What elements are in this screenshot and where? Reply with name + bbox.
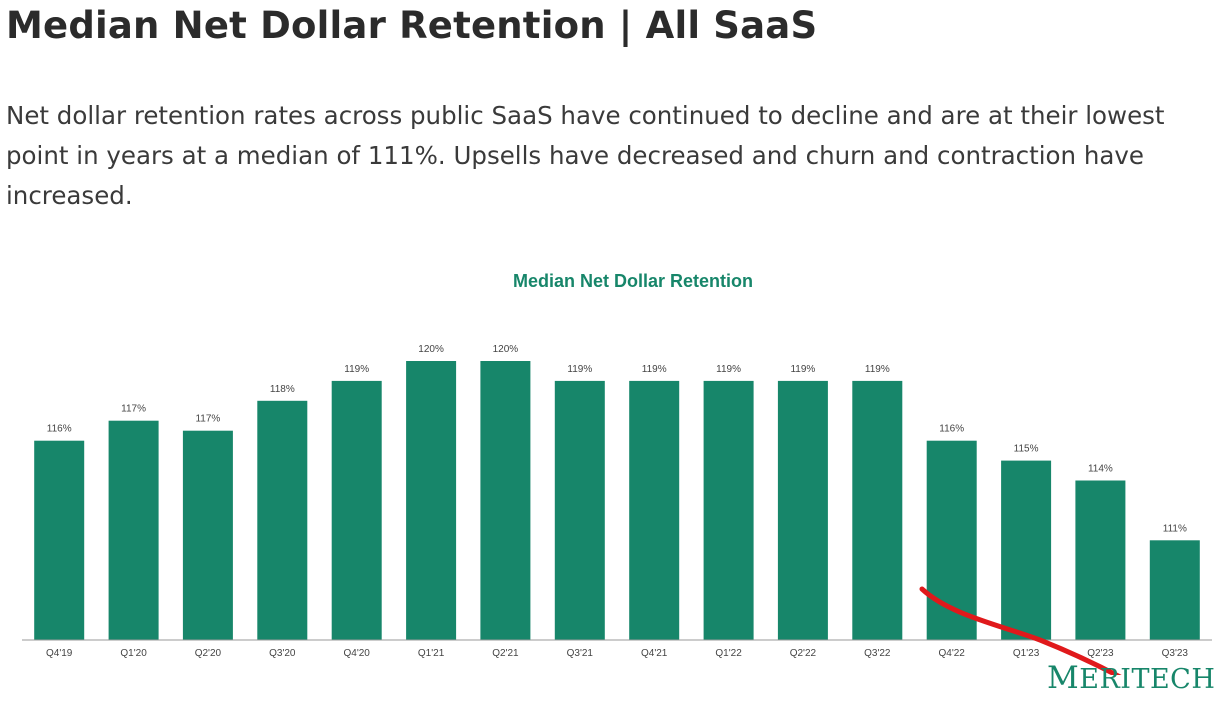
bar-Q4-20 [331, 380, 382, 640]
chart-title: Median Net Dollar Retention [513, 271, 753, 291]
bar-Q4-21 [629, 380, 680, 640]
data-label: 117% [195, 414, 220, 425]
x-tick-label: Q4'20 [344, 648, 371, 659]
data-label: 120% [493, 344, 519, 355]
x-tick-label: Q3'23 [1162, 648, 1189, 659]
data-label: 114% [1088, 464, 1113, 475]
x-tick-label: Q1'22 [715, 648, 742, 659]
data-label: 119% [642, 364, 667, 375]
bar-Q1-23 [1001, 460, 1052, 640]
bar-Q3-21 [554, 380, 605, 640]
data-label: 119% [567, 364, 592, 375]
bar-Q3-22 [852, 380, 903, 640]
meritech-logo: MERITECH [1047, 660, 1216, 696]
data-label: 111% [1163, 523, 1187, 534]
data-label: 119% [716, 364, 741, 375]
x-tick-label: Q4'22 [939, 648, 966, 659]
bar-Q3-20 [257, 400, 308, 640]
bar-Q2-23 [1075, 480, 1126, 640]
x-tick-label: Q2'21 [492, 648, 519, 659]
decline-arrow-annotation [919, 586, 1122, 675]
x-tick-label: Q1'23 [1013, 648, 1040, 659]
data-label: 116% [47, 424, 72, 435]
x-tick-label: Q2'22 [790, 648, 817, 659]
x-tick-label: Q3'21 [567, 648, 594, 659]
bar-Q2-20 [182, 430, 233, 640]
x-tick-label: Q4'21 [641, 648, 668, 659]
data-label: 118% [270, 384, 295, 395]
data-label: 115% [1014, 444, 1039, 455]
data-label: 117% [121, 404, 146, 415]
x-tick-label: Q2'20 [195, 648, 222, 659]
data-label: 119% [344, 364, 369, 375]
bar-Q2-21 [480, 361, 531, 640]
bar-Q3-23 [1149, 540, 1200, 640]
bar-chart: Median Net Dollar Retention 116% Q4'19 117… [22, 271, 1212, 675]
data-label: 119% [865, 364, 890, 375]
data-label: 119% [790, 364, 815, 375]
x-tick-label: Q1'21 [418, 648, 445, 659]
x-tick-label: Q3'22 [864, 648, 891, 659]
x-tick-label: Q2'23 [1087, 648, 1114, 659]
x-tick-label: Q4'19 [46, 648, 73, 659]
data-label: 120% [418, 344, 444, 355]
data-label: 116% [939, 424, 964, 435]
bar-Q1-20 [108, 420, 159, 640]
x-tick-label: Q3'20 [269, 648, 296, 659]
page-subtitle: Net dollar retention rates across public… [6, 101, 1165, 210]
bar-Q1-21 [406, 361, 457, 640]
page-title: Median Net Dollar Retention | All SaaS [6, 4, 818, 47]
bar-Q1-22 [703, 380, 754, 640]
bar-Q4-19 [34, 440, 85, 640]
bar-Q2-22 [777, 380, 828, 640]
x-tick-label: Q1'20 [120, 648, 147, 659]
